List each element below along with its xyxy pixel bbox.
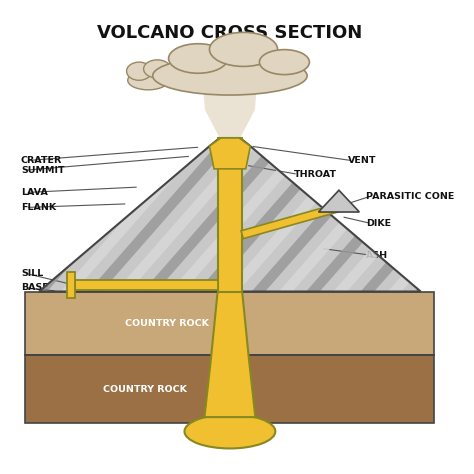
Polygon shape [103,78,344,337]
Ellipse shape [144,60,171,78]
Polygon shape [321,78,474,337]
Polygon shape [67,272,75,298]
Polygon shape [0,78,235,337]
Text: BASE: BASE [21,283,49,292]
Text: COUNTRY ROCK: COUNTRY ROCK [126,319,210,328]
Ellipse shape [210,32,278,66]
Polygon shape [26,292,434,355]
Polygon shape [0,78,180,337]
Ellipse shape [153,56,307,95]
Polygon shape [239,78,474,337]
Text: CONDUIT: CONDUIT [232,305,241,346]
Polygon shape [130,78,371,337]
Text: SUMMIT: SUMMIT [21,166,64,175]
Polygon shape [293,78,474,337]
Polygon shape [0,78,98,337]
Polygon shape [430,78,474,337]
Polygon shape [26,355,434,423]
Polygon shape [266,78,474,337]
Text: PARASITIC CONE: PARASITIC CONE [366,191,455,201]
Polygon shape [210,138,250,169]
Polygon shape [204,292,255,417]
Polygon shape [212,78,453,337]
Polygon shape [75,280,218,290]
Text: MAGMA
RESERVOIR: MAGMA RESERVOIR [203,422,256,441]
Polygon shape [241,203,340,239]
Text: SILL: SILL [21,269,43,278]
Polygon shape [218,138,242,292]
Polygon shape [203,82,257,138]
Ellipse shape [184,414,275,448]
Polygon shape [457,78,474,337]
Polygon shape [0,78,126,337]
Polygon shape [0,78,153,337]
Polygon shape [48,78,289,337]
Ellipse shape [128,71,169,90]
Text: ASH: ASH [366,251,388,260]
Polygon shape [0,78,207,337]
Text: DIKE: DIKE [366,219,392,228]
Ellipse shape [169,44,228,73]
Polygon shape [402,78,474,337]
Text: ASH CLOUD: ASH CLOUD [197,72,263,82]
Ellipse shape [127,62,152,80]
Polygon shape [21,78,262,337]
Text: VOLCANO CROSS SECTION: VOLCANO CROSS SECTION [97,24,363,42]
Text: THROAT: THROAT [293,170,337,179]
Polygon shape [348,78,474,337]
Polygon shape [184,78,425,337]
Polygon shape [157,78,398,337]
Ellipse shape [259,50,310,74]
Polygon shape [319,190,359,212]
Polygon shape [75,78,316,337]
Text: LAVA: LAVA [21,188,48,197]
Text: CRATER: CRATER [21,156,62,165]
Polygon shape [375,78,474,337]
Text: FLANK: FLANK [21,203,56,212]
Polygon shape [39,138,421,292]
Text: VENT: VENT [348,156,376,165]
Text: COUNTRY ROCK: COUNTRY ROCK [103,385,187,394]
